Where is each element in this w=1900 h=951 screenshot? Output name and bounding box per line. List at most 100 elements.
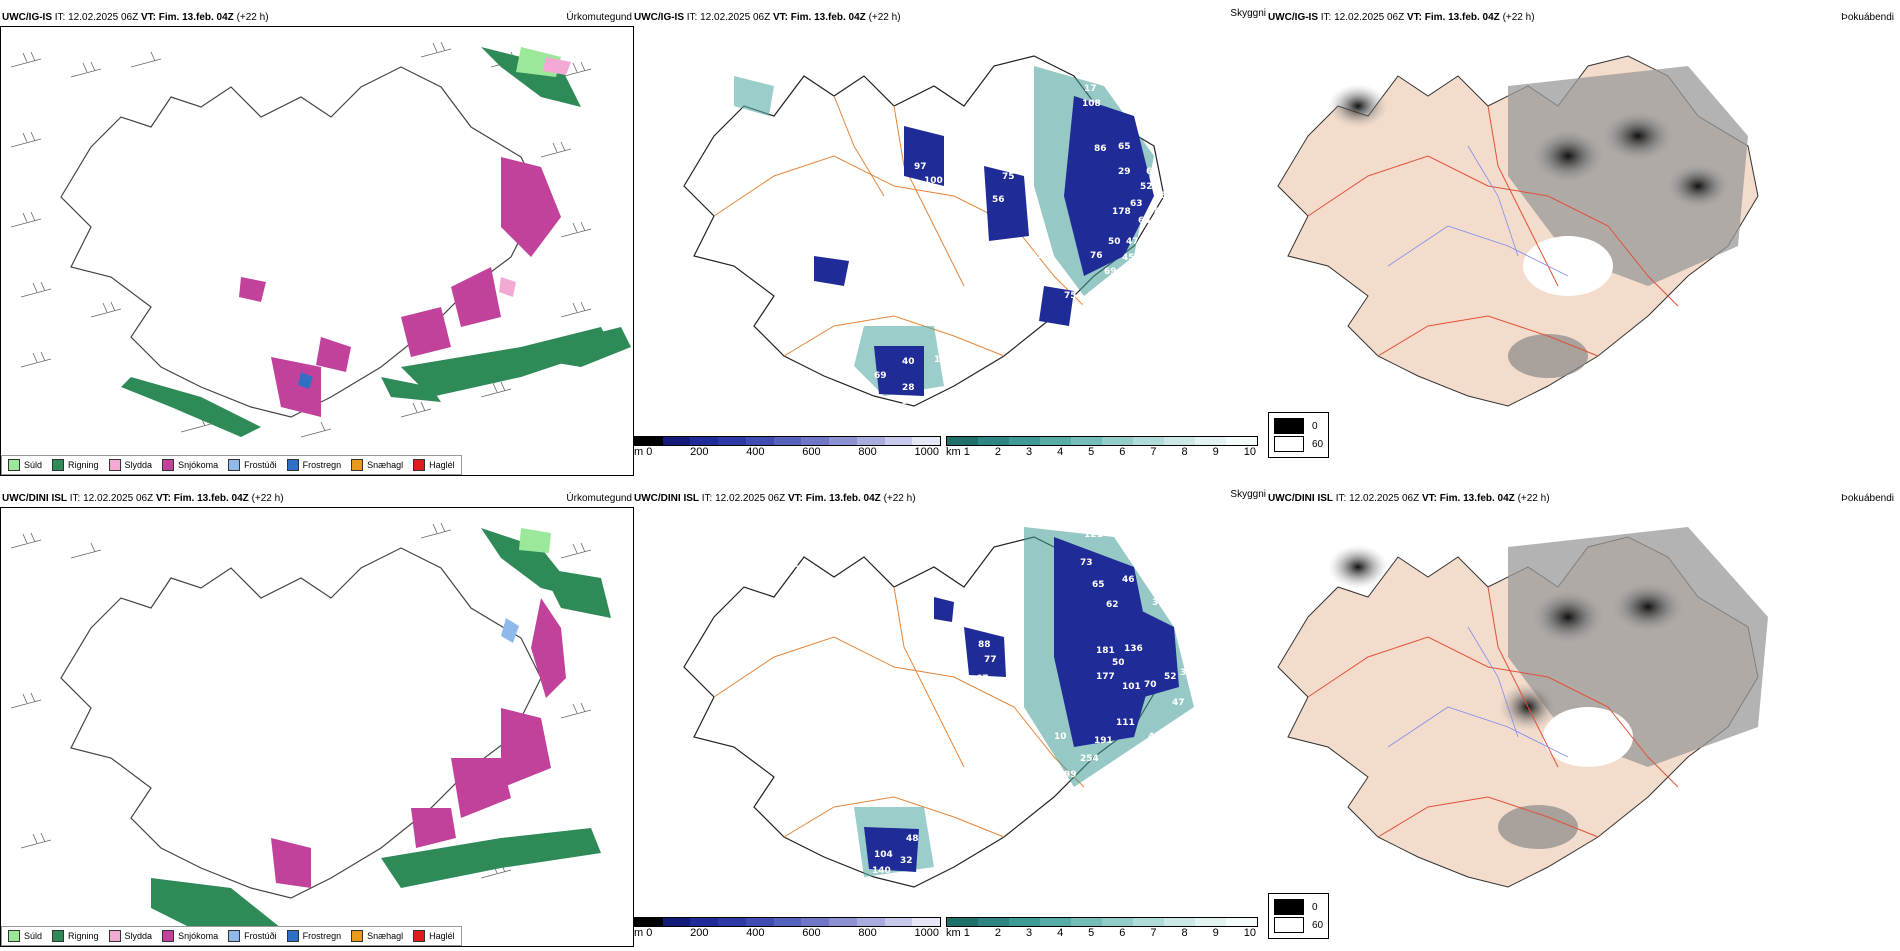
cloud-value-label: 47 xyxy=(1126,237,1139,247)
legend-swatch xyxy=(8,459,20,471)
legend-swatch xyxy=(162,459,175,471)
fog-legend-label: 0 xyxy=(1312,420,1318,432)
cloud-value-label: 177 xyxy=(1096,672,1115,682)
cloud-value-label: 62 xyxy=(1106,600,1119,610)
fog-panel-top: UWC/IG-IS IT: 12.02.2025 06Z VT: Fim. 13… xyxy=(1268,12,1900,466)
cloud-value-label: 69 xyxy=(1104,267,1117,277)
vt-value: Fim. 13.feb. 04Z xyxy=(805,493,881,504)
colorbar-tick: 4 xyxy=(1057,446,1064,458)
cloud-map-bottom: 121 73 65 46 62 38 68 39 79 97 95 99 88 … xyxy=(634,507,1268,907)
cloud-base-ticks: m 0 200 400 600 800 1000 xyxy=(634,446,939,458)
colorbar-swatch xyxy=(1009,437,1040,445)
cloud-base-colorbar-swatches xyxy=(634,917,941,927)
legend-label: Snæhagl xyxy=(367,460,404,470)
legend-item: Slydda xyxy=(108,930,152,942)
cloud-value-label: 65 xyxy=(1118,142,1131,152)
cloud-map-svg: 121 73 65 46 62 38 68 39 79 97 95 99 88 … xyxy=(683,527,1205,888)
cloud-value-label: 68 xyxy=(1190,615,1203,625)
cloud-value-label: 99 xyxy=(944,660,957,670)
cloud-value-label: 47 xyxy=(1172,698,1185,708)
legend-item: Rigning xyxy=(52,459,99,471)
panel-title-cloud: Skyggni xyxy=(1230,489,1266,500)
cloud-value-label: 75 xyxy=(1064,291,1077,301)
vt-label: VT: xyxy=(1406,12,1422,23)
colorbar-tick: 9 xyxy=(1212,446,1219,458)
fog-legend-label: 0 xyxy=(1312,901,1318,913)
cloud-value-label: 38 xyxy=(1180,668,1193,678)
lead-time: (+22 h) xyxy=(236,12,269,23)
cloud-value-label: 181 xyxy=(1096,646,1115,656)
colorbar-tick: 8 xyxy=(1181,446,1188,458)
cloud-value-label: 50 xyxy=(1112,658,1125,668)
cloud-value-label: 88 xyxy=(978,640,991,650)
cloud-value-label: 152 xyxy=(1016,734,1035,744)
colorbar-unit: m 0 xyxy=(634,446,653,458)
legend-item: Snæhagl xyxy=(351,459,403,471)
cloud-value-label: 76 xyxy=(1090,251,1103,261)
cloud-value-label: 55 xyxy=(1156,221,1169,231)
cloud-value-label: 44 xyxy=(1142,232,1155,242)
it-label: IT: xyxy=(1320,12,1332,23)
vt-label: VT: xyxy=(787,493,803,504)
colorbar-swatch xyxy=(856,437,885,445)
legend-item: Haglél xyxy=(413,930,455,942)
fog-panel-bottom: UWC/DINI ISL IT: 12.02.2025 06Z VT: Fim.… xyxy=(1268,493,1900,947)
precip-drizzle xyxy=(519,528,551,553)
legend-label: Rigning xyxy=(68,460,99,470)
precip-legend: Súld Rigning Slydda Snjókoma Frostúði Fr… xyxy=(1,926,462,946)
colorbar-swatch xyxy=(662,918,691,926)
cloud-value-label: 50 xyxy=(1108,237,1121,247)
fog-legend-row: 0 xyxy=(1274,418,1323,434)
colorbar-tick: 10 xyxy=(1243,927,1256,939)
model-name: UWC/IG-IS xyxy=(1268,12,1318,23)
cloud-value-label: 97 xyxy=(924,590,937,600)
colorbar-swatch xyxy=(662,437,691,445)
legend-swatch xyxy=(162,930,175,942)
cloud-value-label: 77 xyxy=(984,655,997,665)
cloud-value-label: 12 xyxy=(1080,301,1093,311)
colorbar-tick: 6 xyxy=(1119,927,1126,939)
cloud-value-label: 56 xyxy=(990,714,1003,724)
cloud-value-label: 67 xyxy=(976,674,989,684)
colorbar-swatch xyxy=(801,918,830,926)
cloud-value-label: 79 xyxy=(794,565,807,575)
model-name: UWC/DINI ISL xyxy=(1268,493,1333,504)
colorbar-swatch xyxy=(1102,437,1133,445)
cloud-base-ticks: m 0 200 400 600 800 1000 xyxy=(634,927,939,939)
legend-label: Rigning xyxy=(68,931,99,941)
cloud-value-label: 45 xyxy=(1148,732,1161,742)
legend-swatch xyxy=(228,459,241,471)
legend-swatch xyxy=(52,459,65,471)
cloud-value-label: 101 xyxy=(1122,682,1141,692)
precip-map-bottom: Súld Rigning Slydda Snjókoma Frostúði Fr… xyxy=(0,507,634,947)
colorbar-swatch xyxy=(884,437,913,445)
colorbar-tick: 200 xyxy=(690,446,709,458)
cloud-value-label: 56 xyxy=(992,195,1005,205)
road-network xyxy=(1307,105,1679,357)
visibility-ticks: km 1 2 3 4 5 6 7 8 9 10 xyxy=(946,927,1256,939)
precip-snow xyxy=(239,157,561,417)
precip-freezing-rain xyxy=(298,372,313,389)
panel-header: UWC/DINI ISL IT: 12.02.2025 06Z VT: Fim.… xyxy=(1268,493,1550,504)
colorbar-tick: 400 xyxy=(746,927,765,939)
panel-title-precip: Úrkomutegund xyxy=(566,493,632,504)
fog-map-top xyxy=(1268,26,1900,436)
cloud-value-label: 121 xyxy=(1084,530,1103,540)
cloud-value-label: 30 xyxy=(902,397,915,407)
legend-item: Snjókoma xyxy=(162,930,218,942)
cloud-value-label: 97 xyxy=(914,162,927,172)
colorbar-tick: 5 xyxy=(1088,446,1095,458)
cloud-value-label: 45 xyxy=(1122,253,1135,263)
colorbar-tick: 2 xyxy=(994,927,1001,939)
it-label: IT: xyxy=(1335,493,1347,504)
legend-item: Frostúði xyxy=(228,930,277,942)
vt-label: VT: xyxy=(772,12,788,23)
colorbar-swatch xyxy=(978,918,1009,926)
cloud-value-labels: 121 73 65 46 62 38 68 39 79 97 95 99 88 … xyxy=(794,530,1205,876)
colorbar-tick: 10 xyxy=(1243,446,1256,458)
legend-swatch xyxy=(286,459,299,471)
cloud-map-top: 17 108 86 65 97 100 75 56 73 68 75 178 6… xyxy=(634,26,1268,436)
colorbar-swatch xyxy=(801,437,830,445)
legend-swatch xyxy=(108,930,121,942)
cloud-value-label: 15 xyxy=(934,355,947,365)
